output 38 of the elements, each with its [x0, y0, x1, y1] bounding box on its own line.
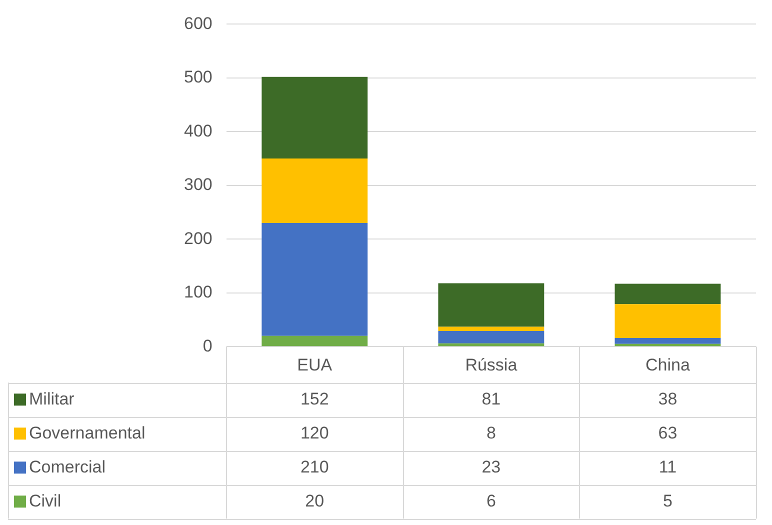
data-label: 81	[482, 389, 501, 408]
data-label: 120	[300, 423, 329, 442]
data-label: 6	[486, 491, 496, 510]
bar	[262, 336, 368, 346]
data-label: 5	[662, 491, 672, 510]
bar	[262, 223, 368, 336]
y-tick-label: 400	[184, 121, 212, 140]
data-label: 210	[300, 457, 329, 476]
bar	[438, 331, 544, 344]
legend-label: Civil	[29, 491, 62, 510]
bar	[614, 338, 721, 344]
y-tick-label: 300	[184, 175, 212, 194]
data-label: 38	[658, 389, 678, 408]
bar	[438, 326, 544, 332]
y-tick-label: 0	[202, 336, 212, 356]
bar	[262, 158, 368, 224]
x-tick-label: China	[646, 355, 690, 374]
legend-label: Militar	[29, 389, 75, 408]
bar	[614, 284, 721, 304]
bar	[438, 343, 544, 346]
data-label: 63	[658, 423, 678, 442]
legend-label: Comercial	[29, 457, 106, 476]
x-tick-label: Rússia	[465, 355, 518, 374]
bar	[438, 283, 544, 327]
bar	[614, 344, 721, 346]
data-label: 20	[305, 491, 324, 510]
legend-label: Governamental	[29, 423, 146, 442]
bar	[262, 76, 368, 159]
y-tick-label: 100	[184, 282, 212, 302]
y-tick-label: 200	[184, 228, 212, 248]
data-label: 8	[486, 423, 496, 442]
bar	[614, 304, 721, 338]
y-tick-label: 500	[184, 68, 212, 87]
x-tick-label: EUA	[297, 355, 333, 374]
data-label: 23	[482, 457, 501, 476]
data-label: 11	[658, 457, 677, 476]
data-label: 152	[300, 389, 329, 408]
y-tick-label: 600	[184, 14, 212, 33]
